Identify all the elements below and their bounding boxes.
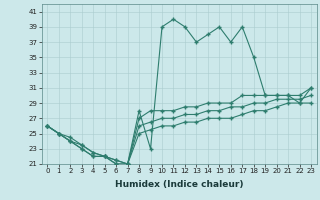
X-axis label: Humidex (Indice chaleur): Humidex (Indice chaleur) [115,180,244,189]
